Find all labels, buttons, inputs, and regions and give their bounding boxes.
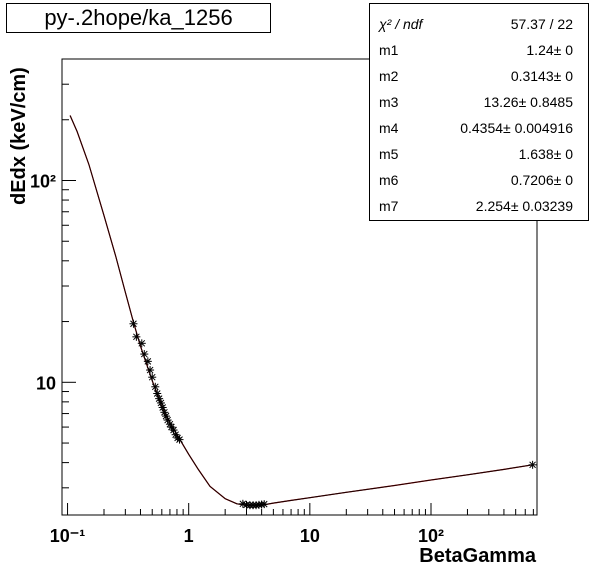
stat-row-m7: m7 2.254± 0.03239: [370, 193, 588, 219]
marker-stroke: [166, 420, 174, 428]
marker-stroke: [159, 404, 167, 411]
stat-row-chi2: χ² / ndf 57.37 / 22: [370, 11, 588, 37]
fit-stats-box: χ² / ndf 57.37 / 22 m1 1.24± 0 m2 0.3143…: [369, 3, 589, 221]
stat-name: χ² / ndf: [379, 16, 423, 32]
marker-stroke: [153, 390, 161, 397]
marker-stroke: [172, 431, 179, 439]
data-point: [146, 366, 155, 375]
stat-row-m2: m2 0.3143± 0: [370, 63, 588, 89]
marker-stroke: [162, 412, 170, 420]
marker-stroke: [151, 383, 159, 391]
fit-curve: [69, 115, 533, 507]
marker-stroke: [529, 461, 536, 469]
data-point: [129, 319, 138, 328]
marker-stroke: [168, 423, 175, 431]
marker-stroke: [155, 395, 163, 402]
axes: 10⁻¹ 1 10 10² 10 10²: [30, 58, 534, 546]
y-axis-label: dEdx (keV/cm): [8, 67, 30, 205]
marker-stroke: [144, 357, 152, 365]
data-point: [151, 382, 160, 391]
x-tick-label: 10: [300, 526, 320, 546]
marker-stroke: [157, 399, 165, 407]
stat-name: m1: [379, 42, 399, 58]
marker-stroke: [260, 500, 268, 508]
marker-stroke: [130, 320, 137, 328]
x-tick-label: 10⁻¹: [50, 526, 86, 546]
marker-stroke: [164, 416, 171, 424]
data-point: [260, 500, 269, 509]
x-axis-label: BetaGamma: [419, 545, 536, 567]
marker-stroke: [140, 350, 148, 358]
data-point: [148, 373, 157, 382]
marker-stroke: [239, 500, 247, 508]
marker-stroke: [176, 436, 183, 443]
stat-value: 2.254± 0.03239: [475, 198, 573, 214]
y-tick-label: 10²: [30, 171, 56, 191]
stat-name: m3: [379, 94, 399, 110]
data-points: [129, 319, 537, 510]
x-tick-label: 1: [184, 526, 194, 546]
marker-stroke: [161, 408, 168, 416]
data-point: [137, 339, 146, 348]
stat-value: 13.26± 0.8485: [483, 94, 573, 110]
marker-stroke: [146, 366, 154, 374]
data-point: [140, 350, 149, 359]
histogram-title-text: py-.2hope/ka_1256: [44, 5, 233, 30]
stat-value: 1.638± 0: [518, 146, 573, 162]
histogram-title: py-.2hope/ka_1256: [6, 3, 271, 33]
stat-name: m7: [379, 198, 399, 214]
y-tick-label: 10: [36, 373, 56, 393]
x-tick-label: 10²: [418, 526, 444, 546]
marker-stroke: [148, 373, 156, 381]
data-point: [528, 460, 537, 469]
stat-name: m4: [379, 120, 399, 136]
stat-name: m5: [379, 146, 399, 162]
stat-row-m4: m4 0.4354± 0.004916: [370, 115, 588, 141]
stat-name: m6: [379, 172, 399, 188]
data-point: [132, 332, 141, 341]
stat-name: m2: [379, 68, 399, 84]
stat-value: 0.4354± 0.004916: [460, 120, 573, 136]
stat-row-m3: m3 13.26± 0.8485: [370, 89, 588, 115]
marker-stroke: [138, 339, 146, 347]
stat-value: 0.7206± 0: [510, 172, 573, 188]
stat-row-m5: m5 1.638± 0: [370, 141, 588, 167]
stat-row-m1: m1 1.24± 0: [370, 37, 588, 63]
fit-curve-black: [69, 115, 533, 507]
stat-row-m6: m6 0.7206± 0: [370, 167, 588, 193]
stat-value: 57.37 / 22: [510, 16, 573, 32]
stat-value: 1.24± 0: [526, 42, 573, 58]
data-point: [175, 435, 184, 444]
data-point: [143, 357, 152, 366]
plot-frame: [61, 58, 538, 516]
stat-value: 0.3143± 0: [510, 68, 573, 84]
marker-stroke: [133, 333, 140, 341]
marker-stroke: [170, 426, 177, 434]
